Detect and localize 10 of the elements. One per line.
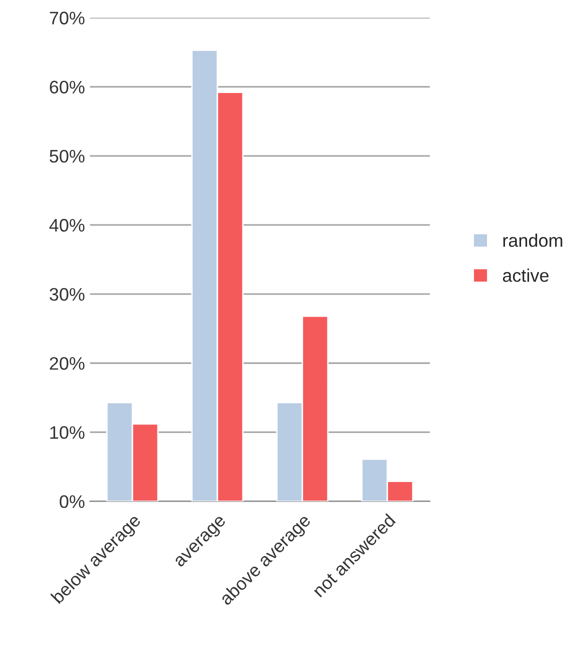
y-tick-label: 50% bbox=[50, 150, 84, 163]
y-tick-label: 10% bbox=[50, 426, 84, 439]
y-tick-label: 30% bbox=[50, 288, 84, 301]
y-tick-label: 20% bbox=[50, 357, 84, 370]
y-tick-label: 0% bbox=[60, 495, 84, 508]
y-tick-label: 60% bbox=[50, 80, 84, 94]
legend-label: active bbox=[502, 268, 549, 282]
y-tick-label: 40% bbox=[49, 218, 84, 232]
y-tick-label: 70% bbox=[50, 12, 84, 24]
legend-label: random bbox=[503, 234, 562, 247]
